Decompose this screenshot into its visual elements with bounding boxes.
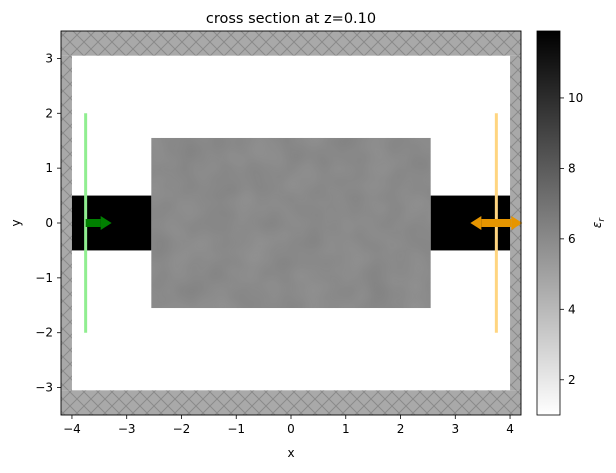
y-tick-label: 1 — [45, 161, 53, 175]
colorbar: 2 4 6 8 10 εr — [536, 30, 607, 416]
colorbar-label-main: ε — [590, 221, 604, 228]
x-tick-label: 1 — [342, 422, 350, 436]
colorbar-tick-label: 10 — [568, 91, 583, 105]
region-layer — [61, 31, 521, 415]
colorbar-ticks: 2 4 6 8 10 — [560, 91, 583, 387]
y-axis: −3 −2 −1 0 1 2 3 — [35, 51, 61, 395]
pml-boundary-top — [61, 31, 521, 56]
waveguide-left — [71, 195, 152, 251]
colorbar-label-sub: r — [597, 217, 607, 222]
x-axis: −4 −3 −2 −1 0 1 2 3 4 — [63, 415, 514, 436]
mode-monitor-arrow-head-left — [470, 216, 482, 230]
mode-source-arrow-head — [100, 216, 112, 230]
x-tick-label: 3 — [451, 422, 459, 436]
mode-source-arrow-shaft — [85, 219, 101, 227]
chart-title: cross section at z=0.10 — [206, 11, 376, 27]
y-tick-label: −3 — [35, 381, 53, 395]
y-tick-label: −2 — [35, 326, 53, 340]
y-tick-label: 0 — [45, 216, 53, 230]
pml-boundary-left — [61, 55, 72, 391]
colorbar-label: εr — [590, 217, 607, 229]
y-axis-label: y — [9, 219, 23, 226]
x-tick-label: −3 — [118, 422, 136, 436]
x-tick-label: −1 — [227, 422, 245, 436]
colorbar-tick-label: 2 — [568, 373, 576, 387]
y-tick-label: 2 — [45, 106, 53, 120]
colorbar-tick-label: 4 — [568, 302, 576, 316]
design-region-texture — [151, 137, 431, 309]
colorbar-gradient — [536, 30, 561, 416]
pml-boundary-bottom — [61, 390, 521, 415]
y-tick-label: 3 — [45, 51, 53, 65]
y-tick-label: −1 — [35, 271, 53, 285]
x-tick-label: −4 — [63, 422, 81, 436]
mode-monitor-arrow-shaft — [481, 219, 512, 227]
x-axis-label: x — [287, 446, 294, 460]
colorbar-tick-label: 6 — [568, 232, 576, 246]
x-tick-label: −2 — [173, 422, 191, 436]
x-tick-label: 0 — [287, 422, 295, 436]
x-tick-label: 4 — [506, 422, 514, 436]
x-tick-label: 2 — [397, 422, 405, 436]
mode-monitor-arrow-head-right — [511, 216, 523, 230]
probe-layer — [84, 113, 523, 333]
colorbar-tick-label: 8 — [568, 161, 576, 175]
